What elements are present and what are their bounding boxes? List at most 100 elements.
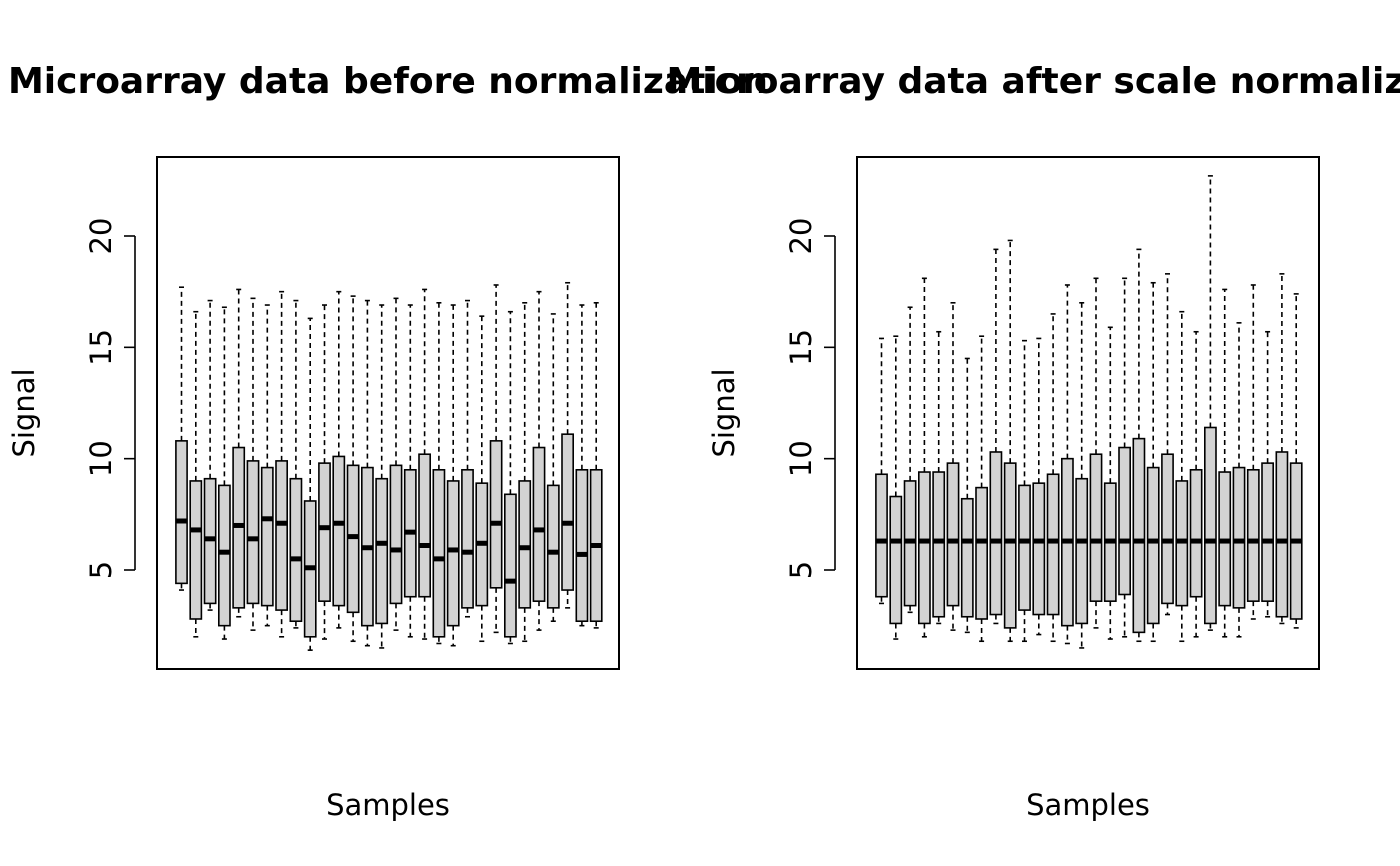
box-body <box>246 460 260 605</box>
box-sample-13 <box>1046 313 1060 643</box>
box-sample-8 <box>975 335 988 643</box>
box-body <box>1146 466 1160 625</box>
box-body <box>332 455 346 607</box>
box-sample-9 <box>289 299 303 629</box>
y-tick-label: 10 <box>784 440 818 477</box>
box-sample-13 <box>346 295 360 643</box>
box-body <box>318 462 331 602</box>
box-body <box>489 440 503 589</box>
box-sample-28 <box>561 281 574 609</box>
chart-title: Microarray data after scale normalizatio… <box>666 61 1400 102</box>
box-sample-6 <box>946 301 960 631</box>
box-body <box>1204 426 1217 625</box>
box-sample-22 <box>1175 310 1189 643</box>
y-axis-label: Signal <box>7 368 41 457</box>
box-body <box>446 480 460 627</box>
box-sample-6 <box>246 297 260 631</box>
box-sample-16 <box>1089 277 1103 629</box>
box-sample-19 <box>432 301 446 645</box>
box-sample-14 <box>360 299 374 647</box>
box-body <box>575 468 589 623</box>
box-sample-17 <box>1103 326 1117 640</box>
box-body <box>1132 437 1146 634</box>
box-body <box>503 493 517 638</box>
box-sample-5 <box>232 288 246 618</box>
box-body <box>1275 451 1289 618</box>
box-body <box>518 480 532 609</box>
box-sample-2 <box>189 310 203 638</box>
box-sample-17 <box>403 304 417 638</box>
box-sample-3 <box>903 306 917 614</box>
x-axis-label: Samples <box>326 788 450 822</box>
box-body <box>989 451 1003 616</box>
y-tick-label: 5 <box>84 561 118 579</box>
box-body <box>175 440 188 585</box>
box-body <box>960 497 974 618</box>
box-sample-4 <box>917 277 931 638</box>
box-sample-1 <box>875 337 888 605</box>
box-body <box>1232 466 1246 609</box>
box-body <box>389 464 403 605</box>
box-sample-29 <box>575 304 589 627</box>
box-body <box>1089 453 1103 602</box>
box-sample-7 <box>260 304 274 627</box>
box-sample-3 <box>203 299 217 611</box>
box-sample-19 <box>1132 248 1146 643</box>
box-sample-5 <box>932 330 946 625</box>
box-body <box>561 433 574 591</box>
box-sample-20 <box>446 304 460 647</box>
box-sample-27 <box>546 313 560 623</box>
box-sample-27 <box>1246 284 1260 620</box>
box-body <box>546 484 560 609</box>
box-body <box>875 473 888 598</box>
box-body <box>375 477 389 625</box>
y-axis-label: Signal <box>707 368 741 457</box>
chart-panel-after: 5 10 15 20 Microarray data after scale norm… <box>666 61 1400 822</box>
box-body <box>975 486 988 620</box>
box-sample-29 <box>1275 273 1289 625</box>
box-body <box>189 480 203 620</box>
plot-frame <box>856 156 1320 670</box>
box-sample-22 <box>475 315 489 643</box>
box-sample-10 <box>1003 239 1017 643</box>
box-sample-24 <box>503 310 517 645</box>
box-sample-15 <box>1075 301 1089 649</box>
box-body <box>461 468 474 609</box>
box-body <box>1118 446 1131 596</box>
box-body <box>1189 468 1203 598</box>
box-sample-25 <box>518 301 532 643</box>
box-sample-21 <box>461 299 474 618</box>
box-sample-15 <box>375 304 389 649</box>
x-axis-label: Samples <box>1026 788 1150 822</box>
box-sample-11 <box>1018 339 1031 643</box>
box-sample-28 <box>1261 330 1274 618</box>
box-body <box>432 468 446 638</box>
box-sample-11 <box>318 304 331 640</box>
box-body <box>1161 453 1174 605</box>
box-sample-25 <box>1218 288 1232 638</box>
box-body <box>1046 473 1060 616</box>
box-sample-30 <box>589 301 603 629</box>
box-body <box>932 471 946 618</box>
y-tick-label: 20 <box>84 218 118 255</box>
box-body <box>1003 462 1017 629</box>
box-body <box>260 466 274 607</box>
box-sample-8 <box>275 290 288 638</box>
y-tick-label: 15 <box>784 329 818 366</box>
plot-frame <box>156 156 620 670</box>
box-group <box>875 175 1303 649</box>
box-body <box>1246 468 1260 602</box>
box-body <box>218 484 231 627</box>
box-sample-9 <box>989 248 1003 625</box>
box-body <box>1261 462 1274 602</box>
box-sample-23 <box>489 284 503 634</box>
box-sample-30 <box>1289 293 1303 629</box>
y-axis: 5 10 15 20 <box>784 218 836 579</box>
box-body <box>889 495 903 625</box>
box-sample-18 <box>1118 277 1131 638</box>
y-tick-label: 15 <box>84 329 118 366</box>
box-sample-26 <box>532 290 546 631</box>
box-body <box>418 453 431 598</box>
